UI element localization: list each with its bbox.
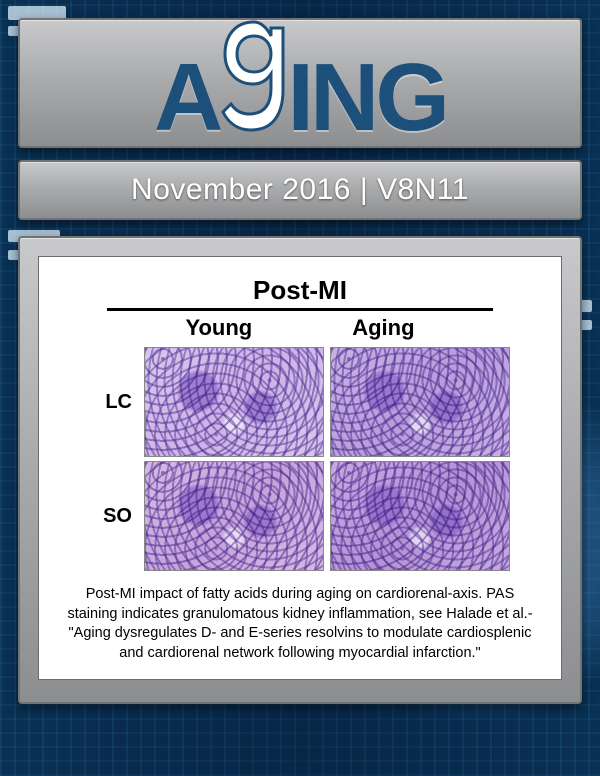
cover-content: A ING November 2016 | V8N11 Post-MI Youn…	[0, 0, 600, 722]
figure-panel: Post-MI Young Aging LC SO Post-MI impact…	[18, 236, 582, 704]
journal-logo: A ING	[154, 20, 446, 146]
figure-inner: Post-MI Young Aging LC SO Post-MI impact…	[38, 256, 562, 680]
logo-letters-ing: ING	[287, 50, 446, 146]
row-label-lc: LC	[90, 391, 138, 414]
logo-letter-g	[217, 20, 291, 130]
histology-panel-lc-young	[144, 347, 324, 457]
figure-caption: Post-MI impact of fatty acids during agi…	[53, 585, 547, 663]
figure-grid: LC SO	[90, 347, 510, 571]
figure-column-headers: Young Aging	[53, 315, 547, 341]
histology-panel-lc-aging	[330, 347, 510, 457]
figure-title: Post-MI	[107, 275, 492, 311]
row-label-so: SO	[90, 505, 138, 528]
histology-panel-so-young	[144, 461, 324, 571]
masthead-panel: A ING	[18, 18, 582, 148]
issue-text: November 2016 | V8N11	[131, 173, 469, 207]
col-header-aging: Aging	[352, 315, 414, 341]
col-header-young: Young	[185, 315, 252, 341]
issue-bar: November 2016 | V8N11	[18, 160, 582, 220]
logo-letter-a: A	[154, 50, 221, 146]
histology-panel-so-aging	[330, 461, 510, 571]
